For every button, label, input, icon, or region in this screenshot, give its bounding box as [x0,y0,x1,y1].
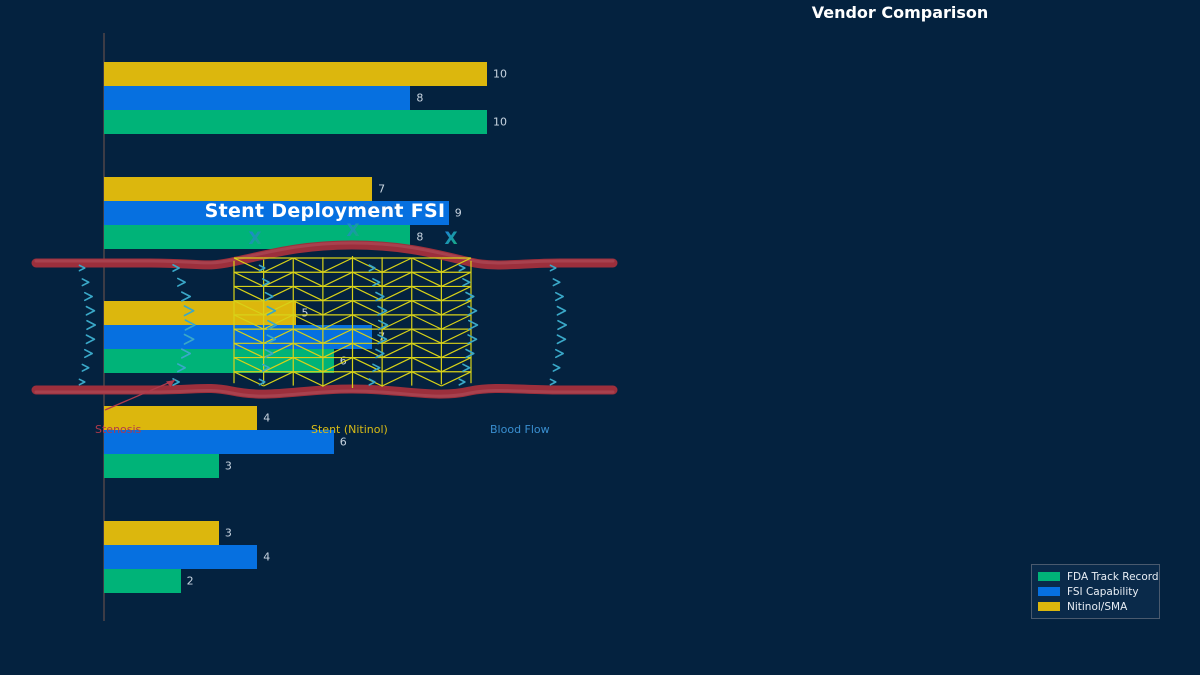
chart-bar-nitinol-sma[interactable] [104,177,373,201]
chart-bar-value: 8 [416,91,424,105]
chart-bar-value: 5 [301,306,309,320]
chart-bar-value: 7 [378,182,386,196]
diagram-title: Stent Deployment FSI [204,200,446,222]
legend-color-swatch [1038,572,1060,581]
chart-bar-row[interactable]: 10 [104,110,584,134]
chart-bar-fda-track-record[interactable] [104,110,487,134]
legend-item[interactable]: FDA Track Record [1038,569,1159,584]
chart-bar-value: 10 [493,67,507,81]
stent-marker-x: X [248,229,261,249]
chart-bar-value: 9 [454,206,462,220]
chart-bar-fsi-capability[interactable] [104,545,258,569]
vessel-wall-top [31,240,618,270]
stenosis-pointer-arrow [104,379,176,411]
chart-bar-row[interactable]: 2 [104,569,584,593]
chart-bar-row[interactable]: 4 [104,545,584,569]
chart-bar-value: 4 [263,550,271,564]
legend-item[interactable]: FSI Capability [1038,584,1153,599]
chart-bar-value: 4 [263,411,271,425]
chart-bar-row[interactable]: 9 [104,201,584,225]
chart-bar-row[interactable]: 3 [104,521,584,545]
chart-bar-nitinol-sma[interactable] [104,62,487,86]
chart-bar-fsi-capability[interactable] [104,86,411,110]
chart-bar-value: 6 [339,435,347,449]
stent-diagram-panel: Stent Stent Deployment FSI [31,200,618,436]
chart-bar-value: 2 [186,574,194,588]
chart-bar-value: 3 [224,526,232,540]
chart-bar-row[interactable]: 10 [104,62,584,86]
chart-bar-row[interactable]: 3 [104,454,584,478]
chart-bar-value: 8 [416,230,424,244]
chart-bar-fda-track-record[interactable] [104,454,219,478]
occluded-stent-label: Stent [362,202,398,217]
legend-label: Nitinol/SMA [1067,600,1128,613]
chart-bar-fsi-capability[interactable] [104,201,449,225]
legend-color-swatch [1038,602,1060,611]
stent-marker-x: X [444,229,457,249]
blood-flow-arrows [78,264,568,386]
vendor-comparison-chart: Vendor Comparison [600,0,1200,675]
chart-bar-fda-track-record[interactable] [104,569,181,593]
chart-title: Vendor Comparison [811,3,989,22]
legend-color-swatch [1038,587,1060,596]
chart-bar-nitinol-sma[interactable] [104,406,258,430]
chart-bar-fda-track-record[interactable] [104,349,334,373]
chart-bar-value: 10 [493,115,507,129]
chart-bar-value: 6 [339,354,347,368]
stent-marker-x: X [346,221,359,241]
chart-bar-fsi-capability[interactable] [104,430,334,454]
legend-label: FDA Track Record [1067,570,1159,583]
stent-material-label: Stent (Nitinol) [311,423,388,436]
chart-legend: FDA Track Record FSI Capability Nitinol/SM… [1031,564,1160,619]
chart-bar-row[interactable]: 7 [104,177,584,201]
chart-bar-row[interactable]: 4 [104,406,584,430]
legend-item[interactable]: Nitinol/SMA [1038,599,1153,614]
chart-bar-row[interactable]: 8 [104,86,584,110]
chart-bar-row[interactable]: 6 [104,349,584,373]
stent-mesh [233,256,472,388]
legend-label: FSI Capability [1067,585,1139,598]
stenosis-label: Stenosis [95,423,142,436]
vessel-wall-bottom [31,383,618,399]
chart-bar-nitinol-sma[interactable] [104,521,219,545]
chart-bar-value: 3 [224,459,232,473]
chart-bar-row[interactable]: 6 [104,430,584,454]
blood-flow-label: Blood Flow [490,423,550,436]
